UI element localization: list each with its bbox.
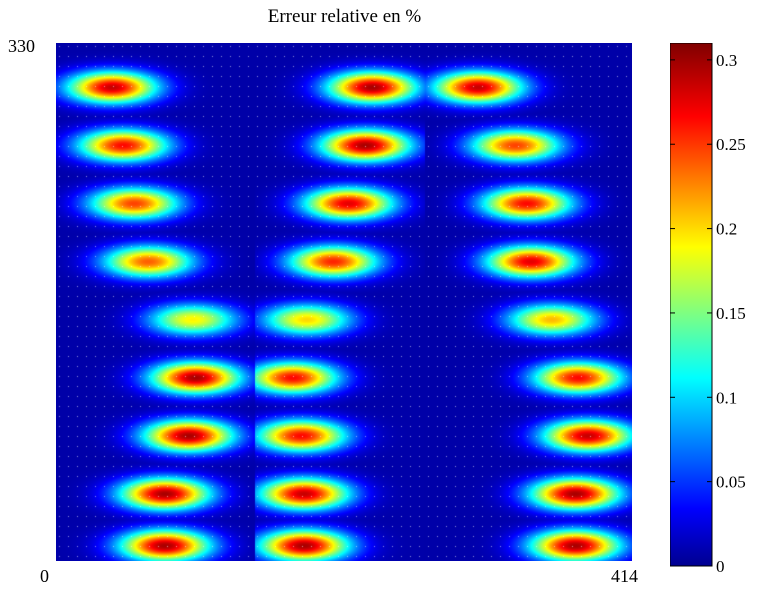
y-max-label: 330 — [8, 36, 35, 56]
x-min-label: 0 — [40, 566, 49, 586]
colorbar-gradient — [670, 43, 713, 567]
colorbar-tick-label: 0.1 — [716, 388, 737, 407]
colorbar-tick-label: 0.05 — [716, 473, 746, 492]
heatmap-plot — [56, 43, 632, 561]
chart-title: Erreur relative en % — [267, 6, 422, 27]
colorbar-tick-label: 0.25 — [716, 135, 746, 154]
colorbar-tick-label: 0.2 — [716, 220, 737, 239]
x-max-label: 414 — [611, 566, 638, 586]
colorbar-tick-label: 0.3 — [716, 51, 737, 70]
colorbar-tick-label: 0.15 — [716, 304, 746, 323]
colorbar: 0 0.05 0.1 0.15 0.2 0.25 0.3 — [670, 43, 746, 576]
colorbar-tick-label: 0 — [716, 557, 725, 576]
